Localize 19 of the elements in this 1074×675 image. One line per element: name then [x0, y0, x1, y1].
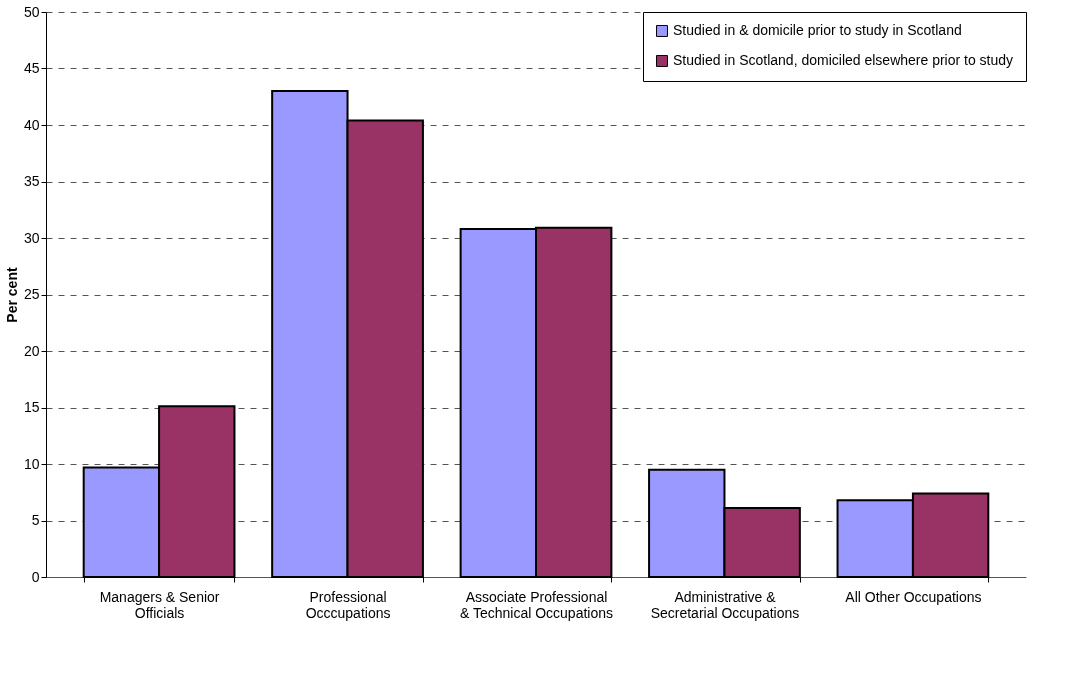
y-tick-label: 5 — [31, 512, 40, 528]
y-tick-label: 25 — [23, 286, 40, 302]
y-tick-label: 20 — [23, 342, 40, 359]
x-tick-label: All Other Occupations — [845, 588, 982, 605]
x-tick-label: Managers & Senior Officials — [99, 588, 220, 621]
y-axis-title: Per cent — [3, 267, 20, 323]
y-tick-label: 40 — [23, 116, 40, 133]
x-tick-label: Professional Occcupations — [305, 588, 391, 621]
y-tick-label: 15 — [23, 399, 40, 415]
y-tick-label: 30 — [23, 229, 40, 246]
y-tick-label: 50 — [23, 3, 40, 20]
y-tick-label: 0 — [31, 568, 40, 585]
x-tick-label: Associate Professional & Technical Occupations — [459, 588, 614, 621]
y-tick-label: 10 — [23, 455, 40, 472]
legend-label: Studied in & domicile prior to study in Scotland — [673, 22, 962, 38]
x-tick-label: Administrative & Secretarial Occupations — [650, 588, 800, 621]
legend-label: Studied in Scotland, domiciled elsewhere prior to study — [673, 52, 1014, 68]
y-tick-label: 45 — [23, 60, 40, 76]
y-tick-label: 35 — [23, 173, 40, 189]
